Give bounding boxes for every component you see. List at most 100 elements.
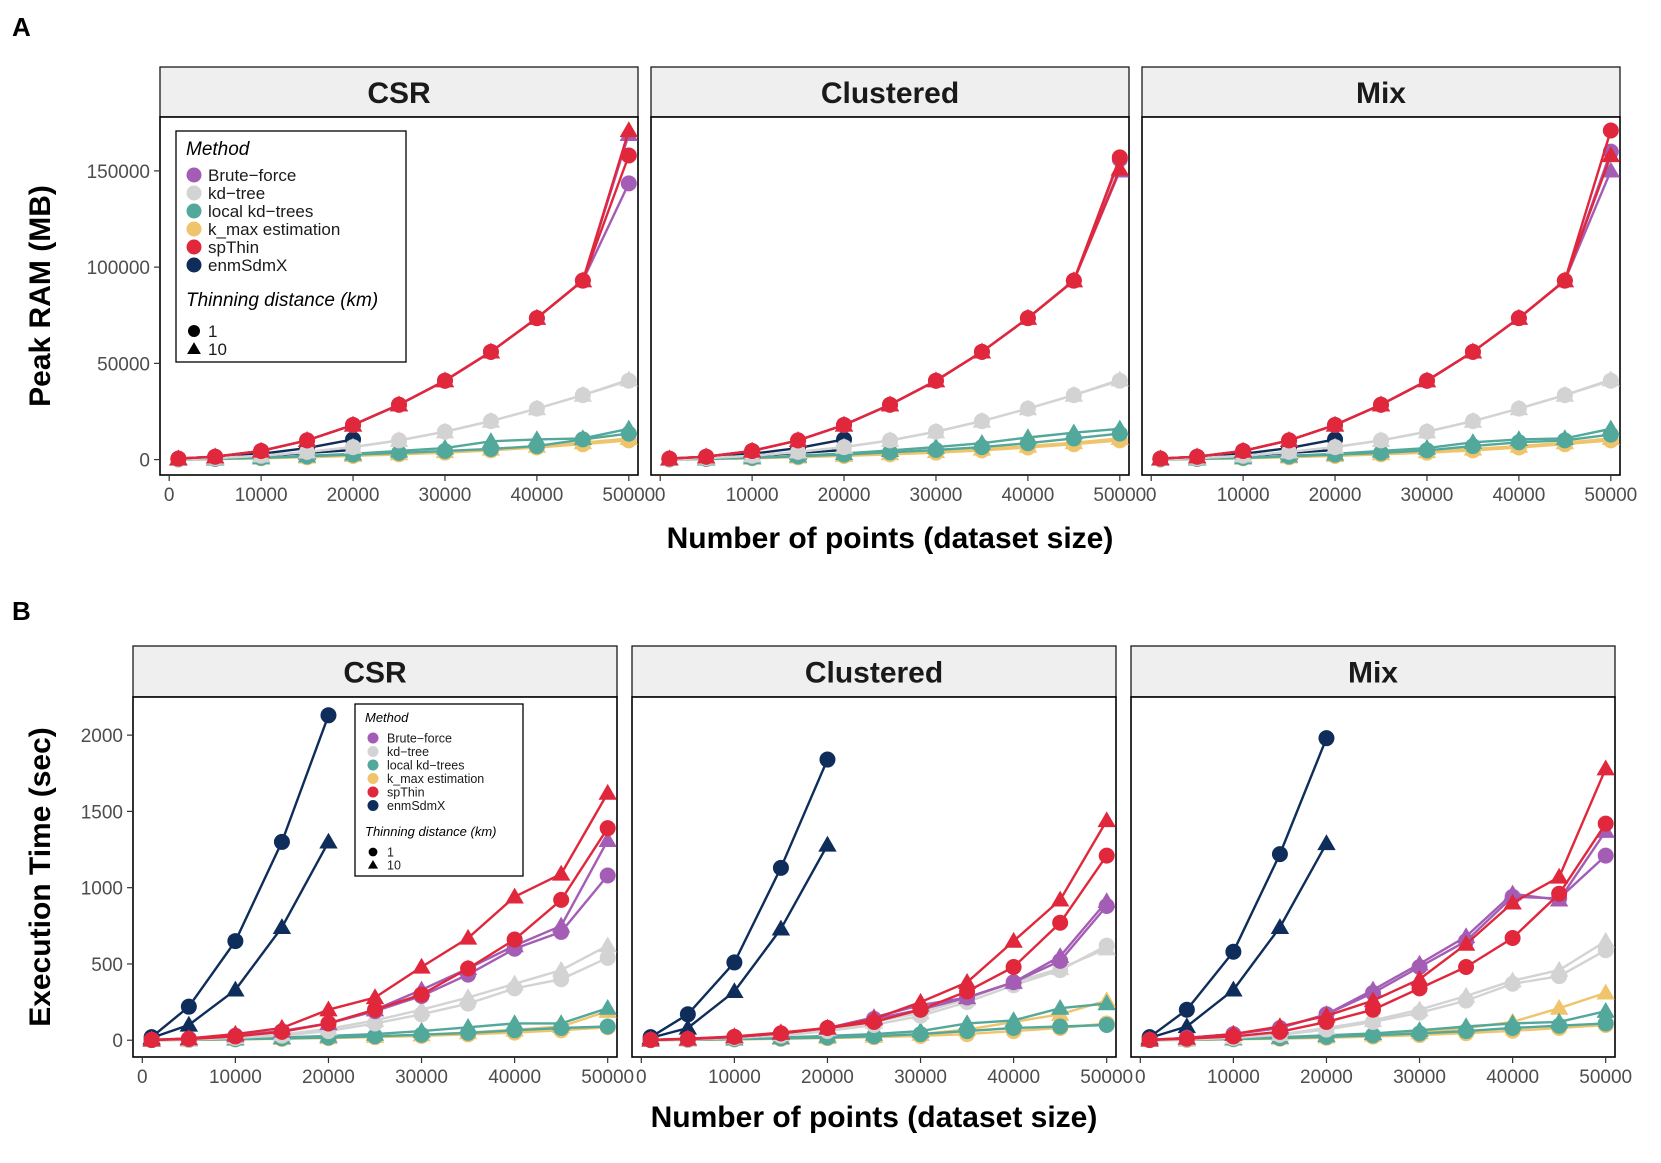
data-point bbox=[725, 982, 744, 999]
y-tick-label: 500 bbox=[91, 955, 123, 976]
data-point bbox=[273, 833, 290, 850]
legend-item-enmsdmx: enmSdmX bbox=[186, 256, 287, 275]
data-point bbox=[412, 1021, 431, 1038]
y-axis-title: Execution Time (sec) bbox=[24, 727, 57, 1027]
legend-method-title: Method bbox=[186, 139, 251, 160]
legend-item-label: k_max estimation bbox=[208, 220, 340, 239]
panel-b-facet-clustered: Clustered 0 10000 20000 30000 40000 50000 bbox=[631, 645, 1133, 1088]
legend-distance-1km: 1 bbox=[368, 846, 394, 860]
data-point bbox=[1597, 847, 1614, 864]
panel-label-b: B bbox=[12, 596, 31, 626]
legend-item-brute-force: Brute−force bbox=[186, 166, 296, 185]
x-tick-label: 30000 bbox=[894, 1067, 947, 1088]
legend-item-label: Brute−force bbox=[387, 732, 452, 746]
facet-strip bbox=[1130, 645, 1616, 698]
data-point bbox=[412, 1000, 431, 1017]
data-point bbox=[725, 1027, 744, 1044]
data-point bbox=[926, 437, 946, 454]
y-axis-title: Peak RAM (MB) bbox=[24, 185, 57, 407]
legend-key bbox=[368, 847, 378, 857]
data-point bbox=[1233, 441, 1253, 458]
data-point bbox=[365, 1024, 385, 1041]
data-point bbox=[1597, 815, 1614, 832]
data-point bbox=[142, 1030, 161, 1047]
plot-frame bbox=[631, 696, 1117, 1058]
data-point bbox=[1225, 943, 1242, 960]
x-tick-label: 0 bbox=[1146, 485, 1157, 506]
data-point bbox=[598, 998, 617, 1015]
data-point bbox=[1317, 1006, 1336, 1023]
legend-item-label: kd−tree bbox=[208, 184, 265, 203]
series-spthin-10km bbox=[641, 811, 1116, 1047]
data-point bbox=[1596, 931, 1615, 948]
data-point bbox=[1097, 939, 1116, 956]
data-point bbox=[1098, 847, 1115, 864]
x-tick-label: 0 bbox=[164, 485, 175, 506]
data-point bbox=[819, 751, 836, 768]
data-point bbox=[1371, 395, 1391, 412]
y-tick-label: 0 bbox=[112, 1031, 123, 1052]
facet-strip-label: Clustered bbox=[821, 77, 959, 110]
panel-b-facet-mix: Mix 0 10000 20000 30000 40000 50000 bbox=[1130, 645, 1632, 1088]
data-point bbox=[1064, 271, 1084, 288]
x-tick-label: 40000 bbox=[488, 1067, 541, 1088]
facet-strip bbox=[1141, 66, 1621, 118]
legend-item-enmsdmx: enmSdmX bbox=[367, 799, 446, 813]
data-point bbox=[1555, 271, 1575, 288]
x-tick-label: 20000 bbox=[818, 485, 871, 506]
legend-distance-10km: 10 bbox=[187, 340, 227, 359]
x-tick-label: 20000 bbox=[1300, 1067, 1353, 1088]
data-point bbox=[619, 370, 639, 387]
legend-item-kd-tree: kd−tree bbox=[186, 184, 265, 203]
x-tick-label: 50000 bbox=[1584, 485, 1637, 506]
legend-item-k-max-estimation: k_max estimation bbox=[367, 772, 484, 786]
data-point bbox=[367, 1001, 383, 1018]
data-point bbox=[435, 371, 455, 388]
data-point bbox=[458, 928, 478, 945]
data-point bbox=[788, 442, 808, 459]
data-point bbox=[1456, 934, 1476, 951]
legend-item-spthin: spThin bbox=[186, 238, 259, 257]
x-tick-label: 50000 bbox=[1080, 1067, 1133, 1088]
x-tick-label: 40000 bbox=[1486, 1067, 1539, 1088]
data-point bbox=[1151, 449, 1170, 466]
data-point bbox=[551, 916, 571, 933]
data-point bbox=[1110, 159, 1130, 176]
legend-item-label: local kd−trees bbox=[208, 202, 313, 221]
y-tick-label: 0 bbox=[139, 451, 150, 472]
x-tick-label: 20000 bbox=[327, 485, 380, 506]
data-point bbox=[320, 707, 337, 724]
data-point bbox=[1410, 1000, 1429, 1017]
data-point bbox=[972, 434, 992, 450]
data-point bbox=[272, 1018, 292, 1035]
legend-distance-title: Thinning distance (km) bbox=[365, 824, 497, 839]
data-point bbox=[772, 859, 789, 876]
data-point bbox=[880, 395, 900, 412]
data-point bbox=[1187, 447, 1207, 464]
y-tick-label: 1000 bbox=[81, 879, 123, 900]
data-point bbox=[1371, 431, 1391, 447]
data-point bbox=[1417, 371, 1437, 388]
data-point bbox=[505, 1014, 524, 1031]
facet-strip-label: CSR bbox=[367, 77, 431, 110]
data-point bbox=[818, 1018, 837, 1035]
data-point bbox=[1601, 161, 1621, 178]
data-point bbox=[319, 1000, 338, 1017]
x-tick-label: 30000 bbox=[395, 1067, 448, 1088]
data-point bbox=[1050, 947, 1070, 963]
x-tick-label: 50000 bbox=[581, 1067, 634, 1088]
series-spthin-10km bbox=[1140, 759, 1615, 1047]
facet-strip-label: Mix bbox=[1356, 77, 1406, 110]
x-tick-label: 10000 bbox=[708, 1067, 761, 1088]
legend-item-kd-tree: kd−tree bbox=[367, 745, 429, 759]
data-point bbox=[1318, 730, 1335, 747]
facet-strip bbox=[650, 66, 1130, 118]
data-point bbox=[1597, 1015, 1614, 1032]
x-tick-label: 0 bbox=[636, 1067, 647, 1088]
data-point bbox=[553, 891, 570, 908]
data-point bbox=[1224, 1024, 1243, 1041]
x-tick-label: 30000 bbox=[910, 485, 963, 506]
